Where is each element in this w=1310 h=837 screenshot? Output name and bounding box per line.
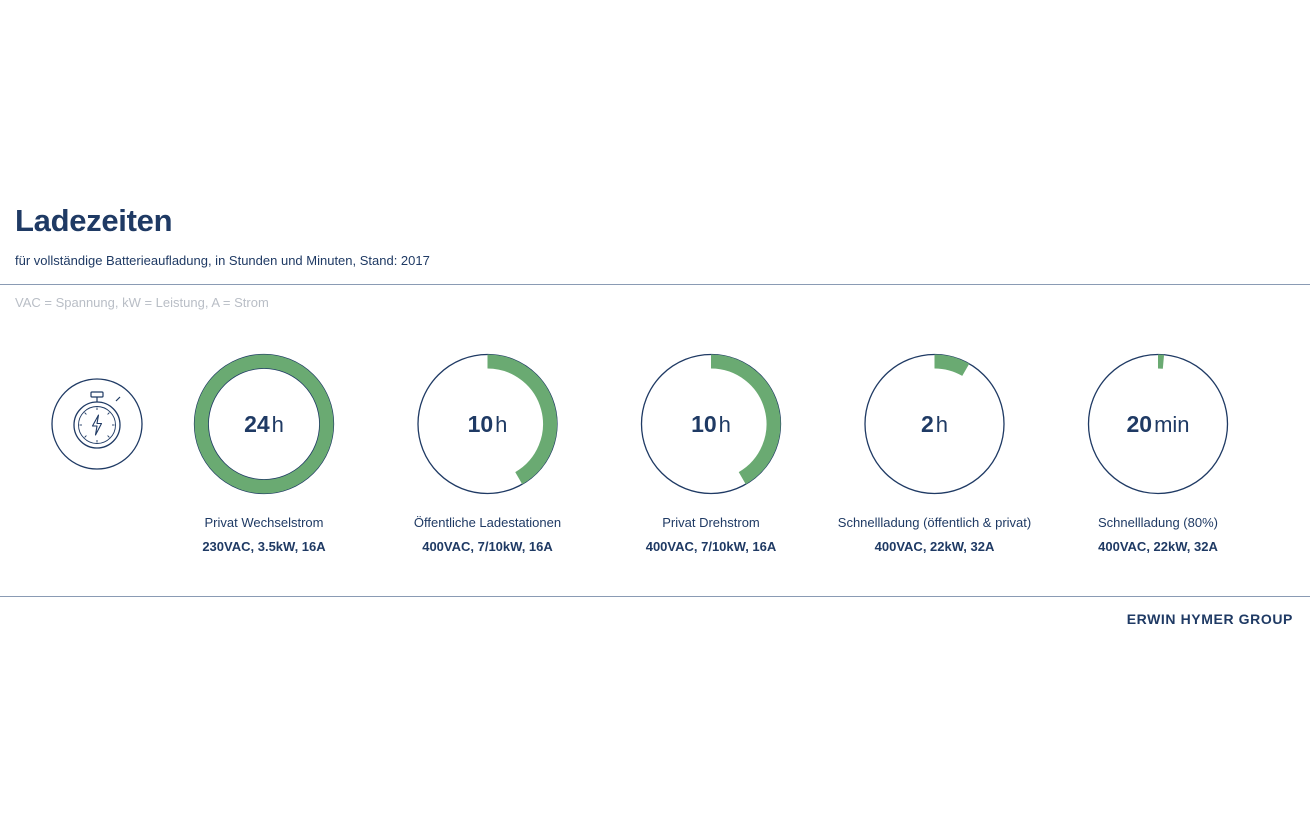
ring-value-unit: h [936,412,948,437]
ring-value-arc [710,354,781,485]
ring-value-unit: h [495,412,507,437]
ring-chart-2: 10h Öffentliche Ladestationen 400VAC, 7/10… [414,353,561,554]
ring-value-arc [487,354,557,485]
chart-title: Ladezeiten [15,203,173,238]
category-label: Öffentliche Ladestationen [414,515,561,530]
category-spec: 230VAC, 3.5kW, 16A [202,539,326,554]
category-label: Schnellladung (80%) [1098,515,1218,530]
unit-legend-note: VAC = Spannung, kW = Leistung, A = Strom [15,295,269,310]
ring-value-label: 2h [921,411,948,437]
ring-value-unit: h [272,412,284,437]
category-spec: 400VAC, 22kW, 32A [875,539,995,554]
category-spec: 400VAC, 22kW, 32A [1098,539,1218,554]
stopwatch-lightning-icon [51,378,143,470]
ring-value-unit: min [1154,412,1189,437]
category-spec: 400VAC, 7/10kW, 16A [646,539,777,554]
ring-chart-3: 10h Privat Drehstrom 400VAC, 7/10kW, 16A [640,353,782,554]
top-divider [0,284,1310,285]
ring-chart-1: 24h Privat Wechselstrom 230VAC, 3.5kW, 16A [193,353,335,554]
ring-value-label: 10h [468,411,508,437]
ring-chart-5: 20min Schnellladung (80%) 400VAC, 22kW, 32… [1087,353,1229,554]
category-label: Schnellladung (öffentlich & privat) [838,515,1031,530]
ring-inner-outline [208,368,320,480]
ring-value-label: 20min [1126,411,1189,437]
category-label: Privat Drehstrom [662,515,760,530]
ring-value-number: 10 [691,411,717,437]
category-label: Privat Wechselstrom [205,515,324,530]
bottom-divider [0,596,1310,597]
ring-value-arc [194,354,334,494]
ring-chart-4: 2h Schnellladung (öffentlich & privat) 400… [838,353,1031,554]
brand-wordmark: ERWIN HYMER GROUP [1126,611,1293,627]
ring-value-arc [934,354,970,377]
ring-value-number: 20 [1126,411,1152,437]
ring-value-unit: h [719,412,731,437]
category-spec: 400VAC, 7/10kW, 16A [422,539,553,554]
ring-value-label: 24h [244,411,284,437]
ring-value-label: 10h [691,411,731,437]
ring-value-number: 2 [921,411,934,437]
ring-outline [864,353,1005,495]
ring-value-number: 10 [468,411,494,437]
chart-subtitle: für vollständige Batterieaufladung, in S… [15,253,430,268]
ring-value-number: 24 [244,411,270,437]
